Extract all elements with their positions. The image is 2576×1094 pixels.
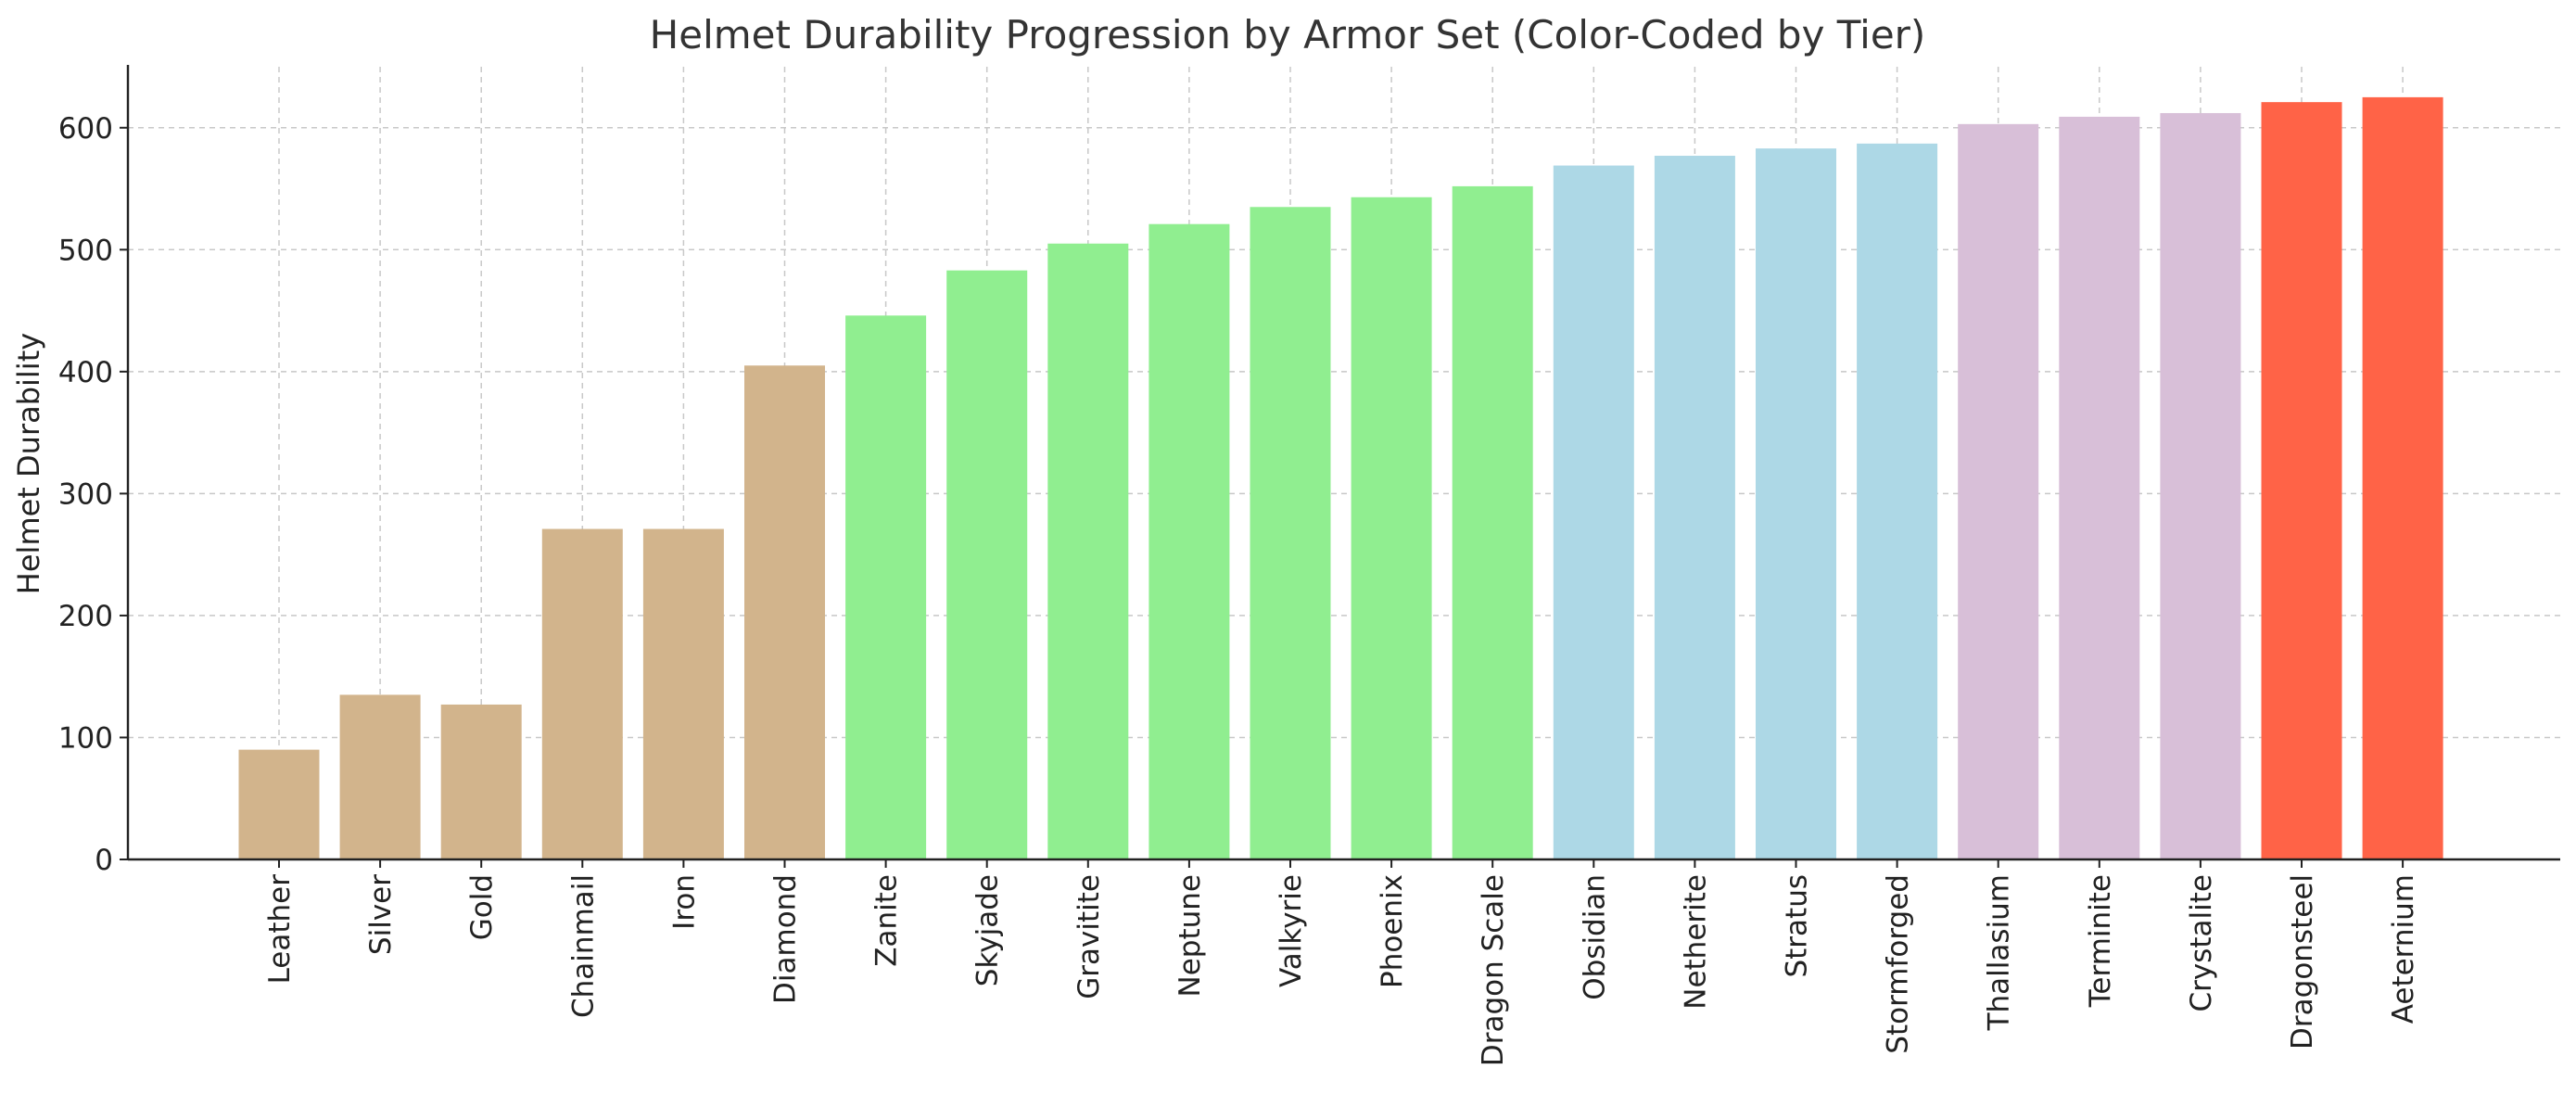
x-ticks: Leather Silver Gold Chainmail Iron Diamond Zan…	[263, 859, 2420, 1066]
bar-crystalite	[2160, 112, 2241, 859]
x-tick-label: Gold	[465, 874, 499, 940]
chart-title: Helmet Durability Progression by Armor S…	[650, 12, 1926, 57]
axes	[126, 65, 2560, 861]
bar-stratus	[1756, 148, 1836, 860]
y-axis-title: Helmet Durability	[11, 333, 46, 594]
x-tick-label: Dragonsteel	[2286, 874, 2319, 1049]
x-tick-label: Skyjade	[971, 874, 1005, 986]
bar-gold	[440, 704, 522, 859]
bars	[238, 96, 2443, 860]
x-tick-label: Diamond	[769, 874, 803, 1004]
bar-iron	[642, 528, 724, 859]
x-tick-label: Stratus	[1781, 874, 1814, 978]
y-tick-label: 100	[58, 721, 113, 755]
y-tick-label: 300	[58, 477, 113, 511]
bar-chainmail	[541, 528, 623, 859]
bar-stormforged	[1857, 143, 1938, 859]
x-tick-label: Valkyrie	[1275, 874, 1308, 987]
x-tick-label: Crystalite	[2185, 874, 2218, 1012]
bar-zanite	[845, 315, 927, 859]
x-tick-label: Iron	[667, 874, 701, 930]
x-tick-label: Dragon Scale	[1477, 874, 1510, 1066]
x-tick-label: Thallasium	[1983, 874, 2016, 1031]
bar-aeternium	[2362, 96, 2443, 859]
bar-dragonsteel	[2261, 102, 2342, 859]
y-tick-label: 200	[58, 600, 113, 633]
bar-phoenix	[1351, 197, 1432, 859]
bar-obsidian	[1553, 165, 1634, 860]
x-tick-label: Chainmail	[566, 874, 600, 1018]
x-tick-label: Neptune	[1174, 874, 1207, 997]
bar-diamond	[744, 365, 825, 859]
bar-thallasium	[1958, 123, 2039, 860]
bar-gravitite	[1047, 243, 1129, 859]
y-tick-label: 0	[95, 844, 113, 877]
bar-dragon-scale	[1452, 185, 1533, 859]
x-tick-label: Phoenix	[1376, 874, 1409, 988]
y-tick-label: 600	[58, 112, 113, 146]
bar-netherite	[1654, 156, 1735, 859]
x-tick-label: Zanite	[870, 874, 904, 967]
bar-valkyrie	[1250, 207, 1331, 859]
x-tick-label: Gravitite	[1072, 874, 1106, 999]
x-tick-label: Terminite	[2084, 874, 2117, 1008]
x-tick-label: Obsidian	[1578, 874, 1611, 1000]
x-tick-label: Aeternium	[2387, 874, 2420, 1024]
x-tick-label: Netherite	[1679, 874, 1712, 1010]
bar-silver	[339, 694, 421, 859]
x-tick-label: Silver	[364, 874, 398, 955]
bar-terminite	[2059, 116, 2140, 859]
y-tick-label: 400	[58, 356, 113, 389]
bar-skyjade	[946, 270, 1028, 860]
bar-leather	[238, 749, 320, 859]
y-ticks: 0 100 200 300 400 500 600	[58, 112, 128, 877]
y-tick-label: 500	[58, 234, 113, 267]
x-tick-label: Leather	[263, 874, 297, 985]
bar-neptune	[1148, 223, 1230, 859]
x-tick-label: Stormforged	[1882, 874, 1915, 1054]
